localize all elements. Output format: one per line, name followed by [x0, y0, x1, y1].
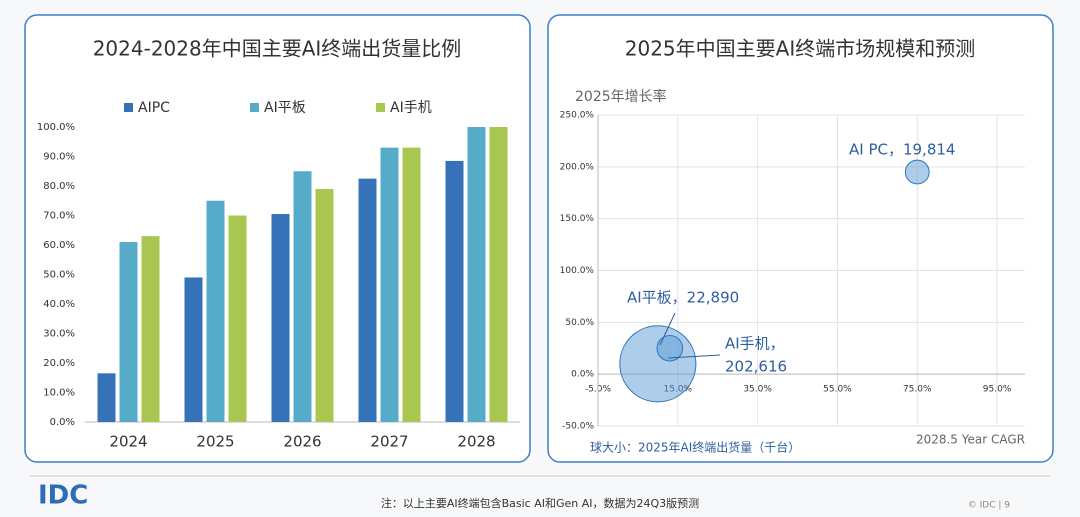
x-tick-label: 2028: [457, 433, 495, 451]
y-tick-label: 50.0%: [565, 318, 594, 328]
bubble: [619, 325, 697, 403]
y-tick-label: 250.0%: [560, 111, 595, 121]
legend-label: AI平板: [264, 100, 306, 116]
y-tick-label: 90.0%: [43, 152, 75, 163]
logo: IDC: [38, 481, 88, 511]
y-tick-label: 10.0%: [43, 388, 75, 399]
data-label: AI平板，22,890: [627, 289, 739, 307]
y-tick-label: 70.0%: [43, 211, 75, 222]
leader-line: [667, 354, 721, 359]
y-tick-label: 60.0%: [43, 240, 75, 251]
bar: [184, 277, 203, 422]
chart-title: 2024-2028年中国主要AI终端出货量比例: [93, 37, 462, 61]
bar: [402, 147, 421, 422]
bar: [228, 215, 247, 422]
legend-swatch: [250, 103, 259, 112]
bar: [467, 127, 486, 422]
legend-label: AIPC: [138, 100, 170, 116]
bar: [293, 171, 312, 422]
bar: [380, 147, 399, 422]
y-tick-label: 100.0%: [560, 266, 595, 276]
page-number: © IDC | 9: [968, 501, 1010, 511]
bubble: [656, 334, 684, 362]
legend-label: AI手机: [390, 100, 432, 116]
bar: [141, 236, 160, 422]
x-tick-label: 2024: [109, 433, 147, 451]
bar: [119, 242, 138, 422]
data-label: 202,616: [725, 358, 787, 376]
data-label: AI PC，19,814: [849, 141, 955, 159]
y-tick-label: 80.0%: [43, 181, 75, 192]
bar: [489, 127, 508, 422]
y-tick-label: 20.0%: [43, 358, 75, 369]
legend-swatch: [124, 103, 133, 112]
chart-title: 2025年中国主要AI终端市场规模和预测: [625, 37, 975, 61]
y-tick-label: 100.0%: [37, 122, 75, 133]
bubble: [904, 159, 930, 185]
bar: [271, 214, 290, 422]
y-tick-label: -50.0%: [562, 422, 594, 432]
y-tick-label: 30.0%: [43, 329, 75, 340]
x-tick-label: 2025: [196, 433, 234, 451]
footer-note: 注：以上主要AI终端包含Basic AI和Gen AI，数据为24Q3版预测: [381, 496, 699, 510]
y-tick-label: 0.0%: [571, 370, 594, 380]
y-tick-label: 0.0%: [50, 417, 75, 428]
y-tick-label: 50.0%: [43, 270, 75, 281]
y-tick-label: 200.0%: [560, 162, 595, 172]
x-axis-title: 2028.5 Year CAGR: [916, 433, 1025, 447]
bar: [315, 188, 334, 422]
card: [547, 14, 1054, 463]
data-label: AI手机，: [725, 335, 785, 353]
bar: [445, 160, 464, 423]
x-tick-label: 2026: [283, 433, 321, 451]
legend-swatch: [376, 103, 385, 112]
leader-line: [659, 312, 676, 346]
size-legend: 球大小：2025年AI终端出货量（千台）: [590, 440, 800, 455]
y-tick-label: 150.0%: [560, 214, 595, 224]
bar: [358, 178, 377, 422]
y-tick-label: 40.0%: [43, 299, 75, 310]
x-tick-label: 2027: [370, 433, 408, 451]
bar: [97, 373, 116, 422]
y-axis-title: 2025年增长率: [575, 88, 667, 105]
bar: [206, 200, 225, 422]
